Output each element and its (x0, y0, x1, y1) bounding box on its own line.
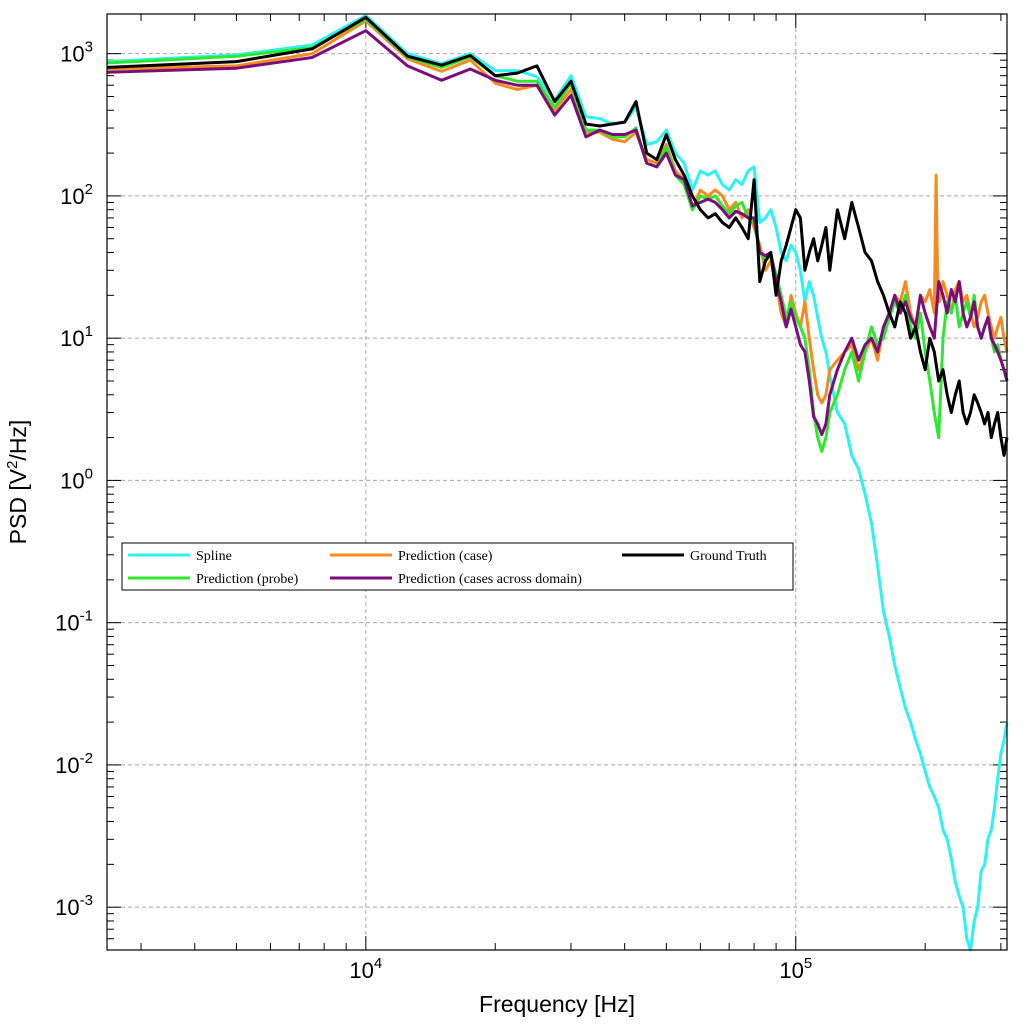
y-tick-label: 10-3 (55, 892, 93, 920)
x-axis-title: Frequency [Hz] (479, 991, 635, 1017)
x-tick-label: 105 (779, 955, 812, 983)
tick-labels: 104 105 103 102 101 100 10-1 10-2 10-3 (55, 39, 812, 983)
y-tick-label: 10-1 (55, 608, 93, 636)
legend-label: Spline (196, 549, 232, 564)
series-lines (106, 14, 1009, 952)
y-tick-label: 10-2 (55, 750, 93, 778)
legend-box (121, 542, 794, 591)
plot-frame (106, 13, 1008, 951)
legend-label: Prediction (case) (398, 549, 493, 564)
legend-label: Prediction (cases across domain) (398, 572, 582, 587)
y-tick-label: 101 (60, 323, 93, 351)
legend-label: Ground Truth (690, 549, 767, 564)
series-line-prediction-cases-across-domain (106, 29, 1009, 437)
y-tick-label: 103 (60, 39, 93, 67)
legend: Spline Prediction (case) Ground Truth Predi… (121, 542, 794, 591)
y-tick-label: 100 (60, 465, 93, 493)
series-line-ground-truth (106, 15, 1009, 457)
y-tick-label: 102 (60, 181, 93, 209)
y-axis-title: PSD [V2/Hz] (4, 420, 31, 545)
x-tick-label: 104 (349, 955, 382, 983)
legend-label: Prediction (probe) (196, 572, 299, 587)
